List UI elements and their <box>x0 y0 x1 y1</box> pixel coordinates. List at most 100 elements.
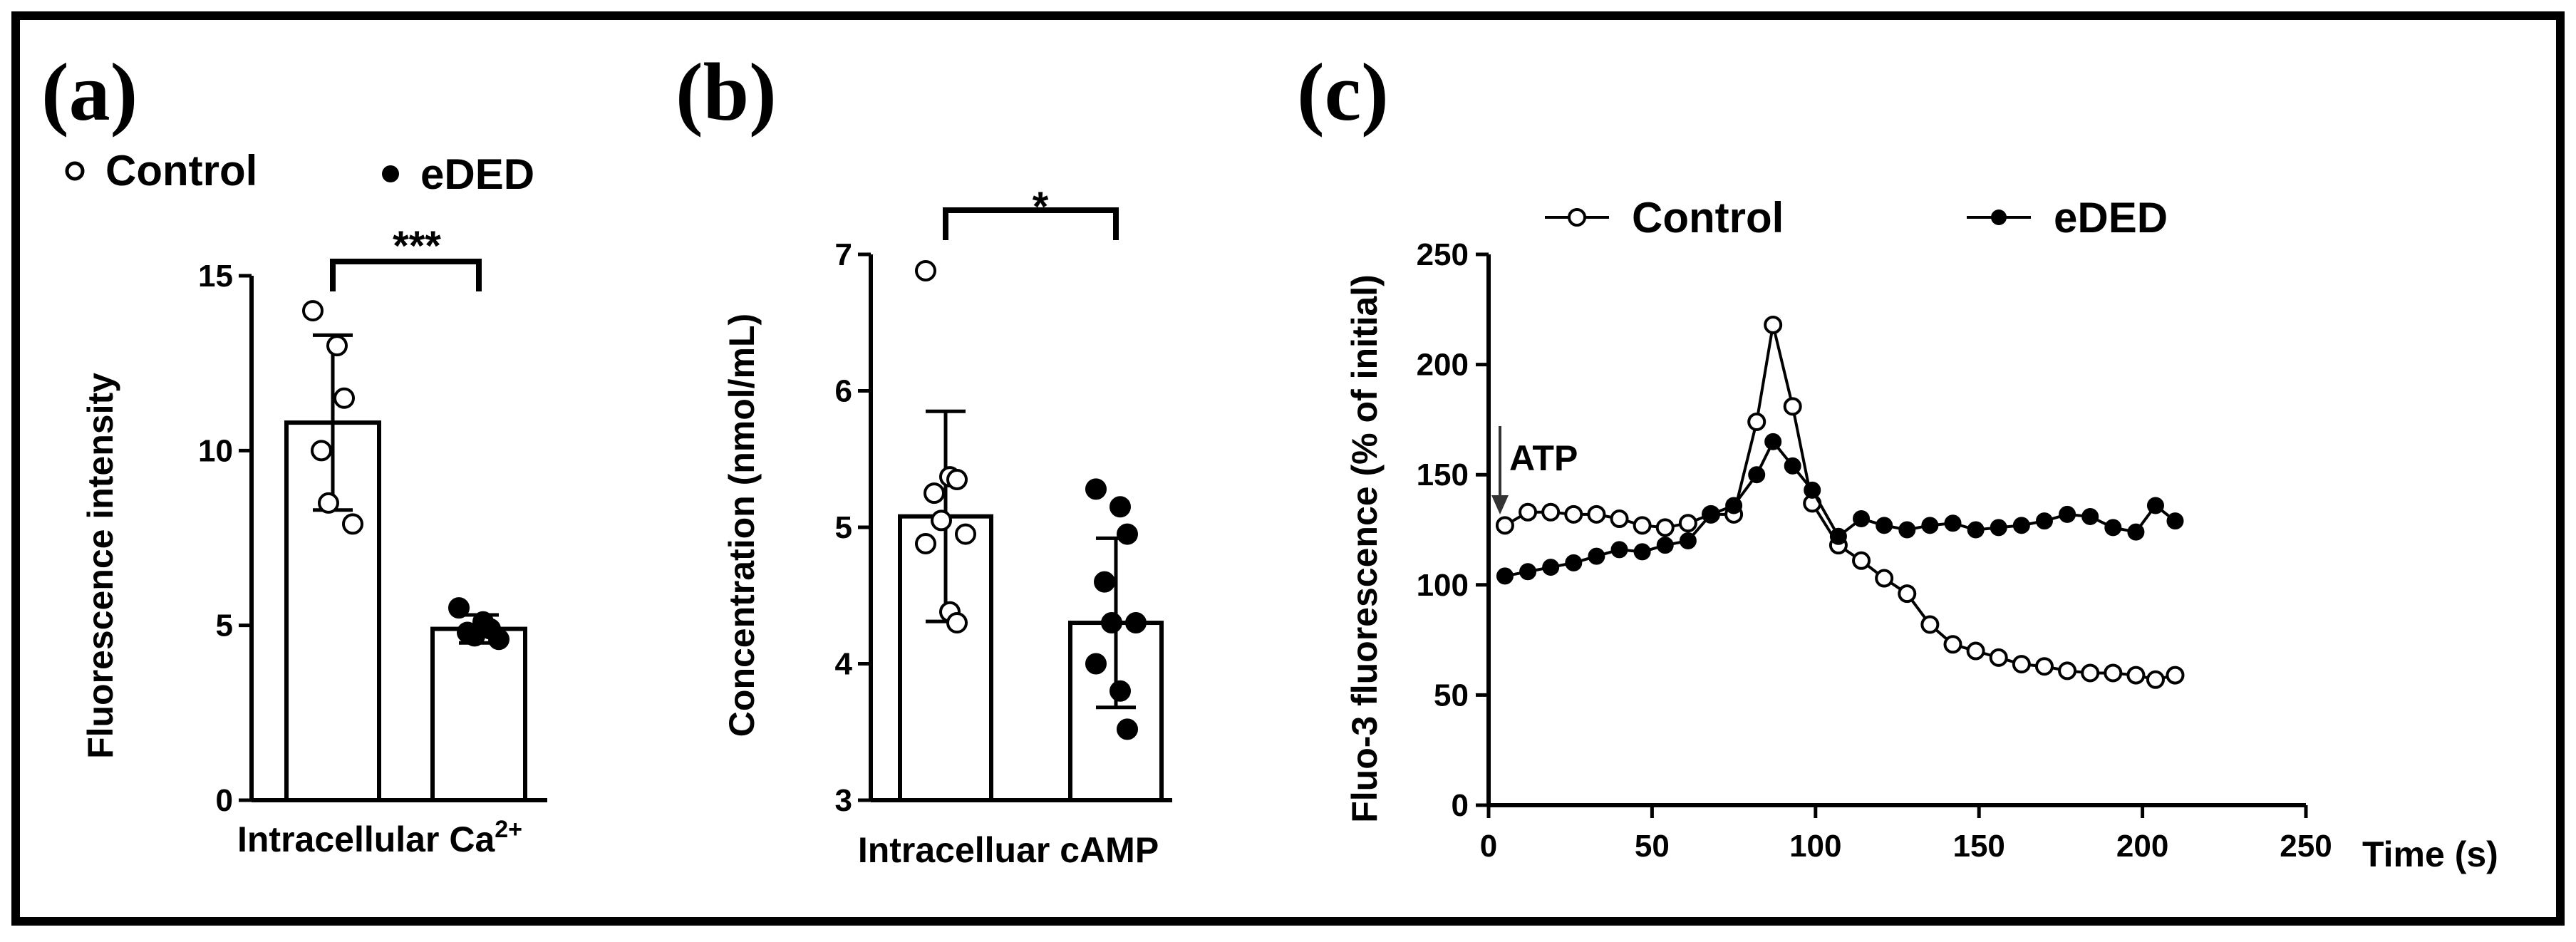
c-point-eded <box>2035 512 2053 530</box>
c-point-eded <box>1679 532 1697 549</box>
c-point-control <box>1564 504 1583 524</box>
c-point-eded <box>1565 554 1583 571</box>
c-point-eded <box>2104 519 2122 537</box>
b-point-eded <box>1094 571 1115 593</box>
panel-b-ylabel: Concentration (nmol/mL) <box>722 314 762 737</box>
c-point-eded <box>1542 559 1560 576</box>
c-point-control <box>1678 514 1697 533</box>
panel-a-ylabel: Fluorescence intensity <box>81 373 120 759</box>
c-point-eded <box>1944 514 1962 532</box>
c-xtick-label: 100 <box>1789 829 1841 864</box>
c-ytick-label: 200 <box>1417 348 1469 383</box>
c-point-eded <box>2146 497 2164 514</box>
c-point-control <box>1852 551 1871 570</box>
c-point-eded <box>1496 567 1514 585</box>
panel-b: (b) 3 4 5 6 7 Concentration (nmol/mL) Intrac… <box>676 47 1172 870</box>
c-series-line-control <box>1504 324 2176 681</box>
c-point-control <box>1898 584 1917 604</box>
b-point-control <box>955 523 976 545</box>
c-point-eded <box>1967 521 1985 539</box>
a-point-eded <box>488 628 509 651</box>
legend-c-control-marker <box>1568 208 1586 227</box>
c-point-eded <box>1898 521 1916 539</box>
panel-b-plot: 3 4 5 6 7 <box>835 207 1172 818</box>
c-point-eded <box>1784 457 1801 475</box>
c-point-control <box>1610 509 1629 529</box>
b-point-control <box>915 259 936 281</box>
b-sig-bracket <box>943 207 1119 240</box>
c-point-control <box>2012 655 2031 674</box>
c-xtick-label: 250 <box>2280 829 2332 864</box>
panel-a-letter: (a) <box>41 47 138 138</box>
c-point-control <box>2034 657 2054 676</box>
panel-c-xlabel: Time (s) <box>2362 834 2498 874</box>
panel-a-plot: 0 5 10 15 <box>198 259 547 818</box>
panel-a-xlabel: Intracellular Ca2+ <box>237 816 522 859</box>
b-point-eded <box>1117 718 1138 740</box>
legend-a-control-marker <box>65 161 85 181</box>
panel-a: (a) Control eDED 0 5 10 15 Fluorescence int… <box>41 47 547 859</box>
legend-a-control-label: Control <box>105 147 257 195</box>
c-point-eded <box>1990 519 2007 537</box>
c-point-eded <box>1764 433 1782 450</box>
b-point-eded <box>1109 496 1131 518</box>
panel-c-atp-label: ATP <box>1509 438 1578 478</box>
panel-c-ylabel: Fluo-3 fluorescence (% of initial) <box>1345 274 1385 823</box>
c-xtick-label: 50 <box>1635 829 1670 864</box>
b-point-eded <box>1085 478 1107 500</box>
a-point-control <box>302 300 324 322</box>
c-series-line-eded <box>1504 439 2176 578</box>
b-ytick-label: 3 <box>835 783 852 818</box>
legend-a-eded-marker <box>382 165 399 182</box>
c-point-eded <box>1748 466 1766 484</box>
b-point-eded <box>1117 523 1138 545</box>
c-point-eded <box>1656 537 1674 554</box>
c-point-control <box>1495 516 1514 535</box>
b-point-control <box>924 482 945 504</box>
b-point-eded <box>1101 612 1122 634</box>
b-point-control <box>915 532 936 554</box>
panel-a-xlabel-base: Intracellular Ca <box>237 819 495 859</box>
a-ytick-label: 0 <box>216 783 233 818</box>
a-bar-eded <box>430 626 527 802</box>
c-point-control <box>1920 615 1940 634</box>
c-point-control <box>1747 412 1767 431</box>
panel-b-significance: * <box>1033 184 1049 230</box>
c-point-eded <box>1876 517 1893 534</box>
panel-a-xlabel-sup: 2+ <box>495 816 522 843</box>
a-point-control <box>333 387 355 409</box>
b-ytick-label: 4 <box>835 647 853 682</box>
c-xtick-label: 0 <box>1480 829 1497 864</box>
c-point-eded <box>2081 507 2099 525</box>
panel-a-significance: *** <box>393 223 441 269</box>
legend-c-control-label: Control <box>1632 194 1784 242</box>
panel-b-xlabel: Intracelluar cAMP <box>858 830 1159 870</box>
c-point-eded <box>1804 481 1821 499</box>
c-point-eded <box>2012 517 2030 534</box>
c-point-control <box>1943 635 1962 654</box>
c-point-control <box>1966 641 1985 661</box>
c-point-control <box>2166 666 2185 685</box>
c-point-control <box>1783 397 1802 416</box>
c-point-eded <box>2127 523 2145 541</box>
c-point-control <box>1989 648 2008 667</box>
c-point-control <box>1587 504 1606 524</box>
c-ytick-label: 100 <box>1417 568 1469 603</box>
c-point-eded <box>1633 543 1651 561</box>
a-point-control <box>326 335 348 357</box>
b-point-eded <box>1109 680 1131 702</box>
c-point-control <box>1519 502 1538 522</box>
c-point-eded <box>1853 510 1871 528</box>
figure-border <box>11 11 2565 926</box>
a-point-control <box>342 513 363 535</box>
a-ytick-label: 10 <box>198 433 233 468</box>
legend-c-eded-label: eDED <box>2054 194 2168 242</box>
b-point-control <box>931 509 952 532</box>
a-point-control <box>318 492 339 514</box>
c-ytick-label: 150 <box>1417 457 1469 492</box>
a-ytick-label: 15 <box>198 259 233 294</box>
legend-a-eded-label: eDED <box>420 150 534 198</box>
panel-c-letter: (c) <box>1297 47 1389 138</box>
